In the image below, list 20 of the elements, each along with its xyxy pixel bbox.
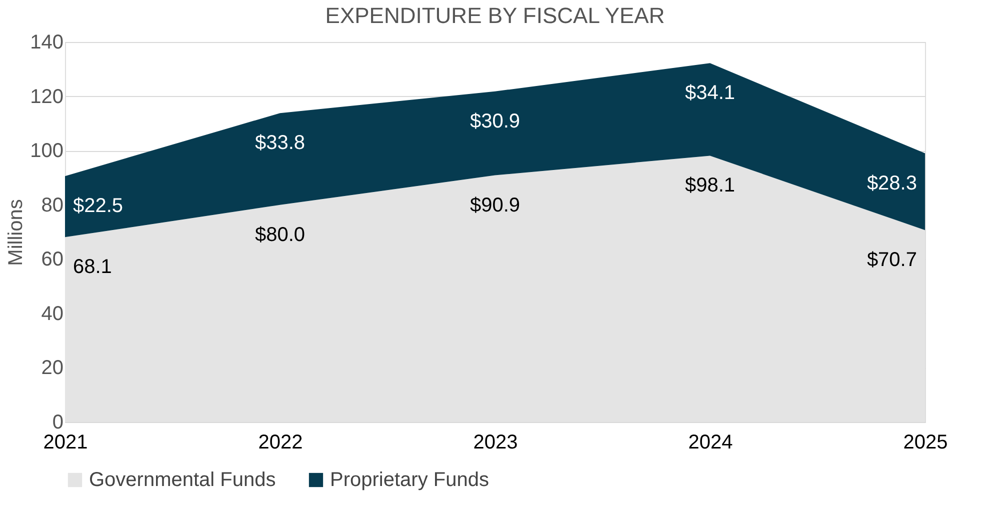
- x-tick-label: 2023: [473, 432, 518, 454]
- x-tick-label: 2024: [688, 432, 733, 454]
- y-tick-label: 80: [41, 194, 64, 216]
- y-tick-label: 0: [52, 412, 64, 434]
- y-tick-label: 100: [30, 140, 64, 162]
- data-label: $34.1: [684, 82, 736, 104]
- data-label: $30.9: [470, 110, 520, 132]
- x-tick-label: 2025: [903, 432, 948, 454]
- data-label: $33.8: [254, 132, 306, 154]
- y-tick-label: 20: [41, 357, 64, 380]
- x-tick-label: 2022: [258, 432, 303, 454]
- y-tick-label: 140: [30, 32, 64, 54]
- chart-title: EXPENDITURE BY FISCAL YEAR: [325, 3, 665, 28]
- legend-label: Governmental Funds: [89, 469, 276, 491]
- y-tick-label: 60: [41, 248, 64, 271]
- legend-label: Proprietary Funds: [330, 469, 489, 491]
- x-tick-label: 2021: [43, 432, 88, 454]
- y-tick-label: 120: [30, 86, 64, 108]
- y-tick-label: 40: [41, 302, 64, 325]
- y-axis-title: Millions: [5, 199, 28, 266]
